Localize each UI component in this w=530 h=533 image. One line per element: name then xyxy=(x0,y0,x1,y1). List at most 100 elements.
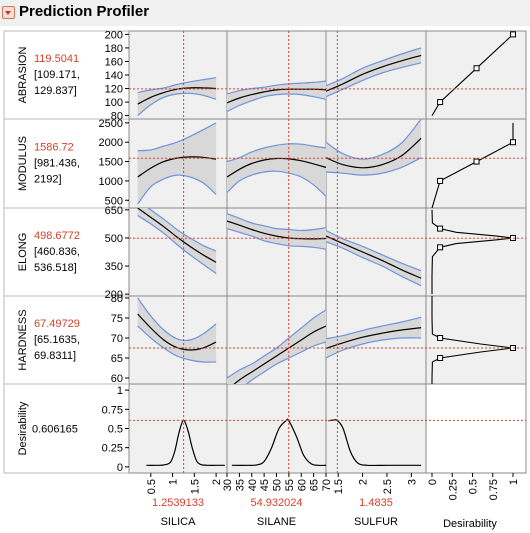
y-tick-label: 100 xyxy=(105,97,123,109)
y-tick-label: 200 xyxy=(105,29,123,41)
response-current-value: 119.5041 xyxy=(34,53,79,65)
profile-trace-group xyxy=(326,119,422,176)
factor-current-value: 1.4835 xyxy=(359,497,393,509)
desirability-handle[interactable] xyxy=(473,158,480,165)
profile-trace-group xyxy=(227,143,326,197)
confidence-band xyxy=(326,230,422,286)
confidence-lower-line xyxy=(326,241,422,287)
desirability-handle[interactable] xyxy=(437,225,444,232)
confidence-upper-line xyxy=(147,208,217,252)
response-ci-low: [109.171, xyxy=(34,69,80,81)
response-label: Desirability xyxy=(17,401,29,455)
x-tick-label: 1.5 xyxy=(189,479,201,494)
prediction-trace xyxy=(328,419,422,467)
confidence-upper-line xyxy=(137,297,217,342)
x-tick-label: 2.5 xyxy=(382,479,394,494)
response-current-value: 498.6772 xyxy=(34,230,80,242)
y-tick-label: 650 xyxy=(105,205,123,217)
desirability-panel-bg xyxy=(426,208,526,296)
desirability-handle[interactable] xyxy=(437,177,444,184)
confidence-upper-line xyxy=(227,143,326,163)
y-tick-label: 0.75 xyxy=(102,404,123,416)
confidence-upper-line xyxy=(326,47,422,87)
confidence-band xyxy=(326,119,422,176)
y-tick-label: 2000 xyxy=(99,137,123,149)
desirability-axis-label: Desirability xyxy=(443,518,497,530)
response-ci-low: [981.436, xyxy=(34,158,80,170)
confidence-lower-line xyxy=(137,325,217,363)
x-tick-label: 60 xyxy=(296,479,308,491)
confidence-lower-line xyxy=(326,62,422,98)
confidence-upper-line xyxy=(137,122,217,152)
response-label: HARDNESS xyxy=(17,309,29,370)
response-current-value: 67.49729 xyxy=(34,318,80,330)
desirability-function xyxy=(431,31,516,116)
clipped-group xyxy=(431,33,514,116)
y-tick-label: 70 xyxy=(111,333,123,345)
red-triangle-menu-button[interactable] xyxy=(2,6,15,19)
y-tick-label: 65 xyxy=(111,353,123,365)
confidence-upper-line xyxy=(227,213,326,232)
x-tick-label: 0.5 xyxy=(146,479,158,494)
factor-name: SILANE xyxy=(257,516,296,528)
y-tick-label: 180 xyxy=(105,43,123,55)
factor-name: SILICA xyxy=(161,516,197,528)
y-tick-label: 75 xyxy=(111,313,123,325)
y-tick-label: 1500 xyxy=(99,157,123,169)
desirability-handle[interactable] xyxy=(510,31,516,38)
profile-panel-bg xyxy=(129,384,227,473)
y-tick-label: 500 xyxy=(105,195,123,207)
confidence-lower-line xyxy=(326,337,422,359)
response-ci-high: 129.837] xyxy=(34,85,77,97)
desirability-handle[interactable] xyxy=(437,244,444,251)
prediction-trace xyxy=(137,208,217,263)
desirability-handle[interactable] xyxy=(473,65,480,72)
x-tick-label: 35 xyxy=(234,479,246,491)
x-tick-label: 55 xyxy=(284,479,296,491)
prediction-trace xyxy=(137,87,217,105)
x-tick-label: 1.5 xyxy=(333,479,345,494)
desirability-handle[interactable] xyxy=(437,99,444,106)
x-tick-label: 70 xyxy=(321,479,333,491)
response-ci-high: 69.8311] xyxy=(34,350,76,362)
response-current-value: 0.606165 xyxy=(32,424,78,436)
desirability-handle[interactable] xyxy=(510,139,516,146)
y-tick-label: 350 xyxy=(105,261,123,273)
desirability-handle[interactable] xyxy=(437,355,444,361)
x-tick-label: 2 xyxy=(211,479,223,485)
x-tick-label: 0.5 xyxy=(468,479,480,494)
clipped-group xyxy=(137,208,217,274)
factor-current-value: 54.932024 xyxy=(251,497,303,509)
y-tick-label: 160 xyxy=(105,56,123,68)
profiler-title: Prediction Profiler xyxy=(19,3,150,20)
clipped-group xyxy=(326,119,422,176)
x-tick-label: 1 xyxy=(168,479,180,485)
x-tick-label: 3 xyxy=(406,479,418,485)
response-ci-high: 536.518] xyxy=(34,262,77,274)
profiler-chart: ABRASION 119.5041[109.171,129.837]8010012… xyxy=(3,29,527,530)
confidence-lower-line xyxy=(227,170,326,197)
desirability-handle[interactable] xyxy=(437,335,444,341)
response-ci-low: [460.836, xyxy=(34,246,80,258)
confidence-lower-line xyxy=(137,214,217,274)
response-current-value: 1586.72 xyxy=(34,142,74,154)
confidence-lower-line xyxy=(137,174,217,205)
clipped-group xyxy=(328,419,422,467)
y-tick-label: 80 xyxy=(111,293,123,305)
response-label: MODULUS xyxy=(17,136,29,191)
confidence-lower-line xyxy=(326,157,422,176)
confidence-band xyxy=(227,213,326,250)
confidence-band xyxy=(137,298,217,362)
response-ci-low: [65.1635, xyxy=(34,334,80,346)
response-label: ELONG xyxy=(17,233,29,272)
profile-panel-bg xyxy=(326,384,426,473)
x-tick-label: 30 xyxy=(222,479,234,491)
y-tick-label: 60 xyxy=(111,373,123,385)
plot-grid-border xyxy=(128,30,527,474)
factor-current-value: 1.2539133 xyxy=(152,497,204,509)
clipped-group xyxy=(137,77,217,117)
prediction-trace xyxy=(326,54,422,92)
clipped-group xyxy=(137,122,217,205)
confidence-band xyxy=(326,47,422,97)
prediction-trace xyxy=(146,419,225,466)
